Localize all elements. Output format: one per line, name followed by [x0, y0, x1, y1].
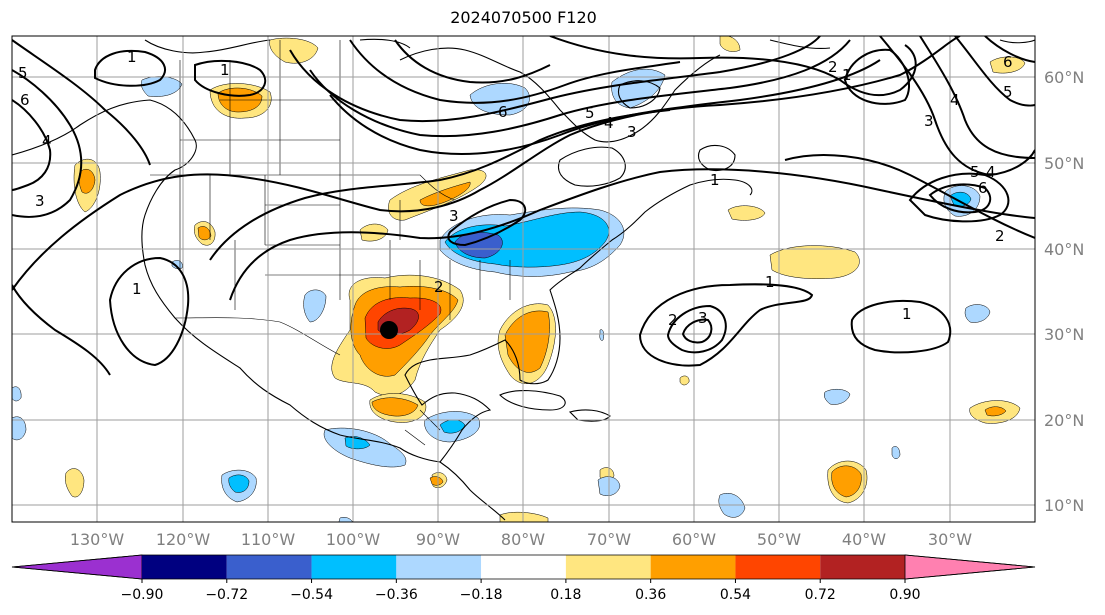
colorbar-swatch: [820, 555, 905, 579]
lat-label: 40°N: [1044, 240, 1084, 259]
contour-label: 1: [842, 66, 852, 84]
contour-label: 3: [35, 192, 45, 210]
latitude-labels: 60°N 50°N 40°N 30°N 20°N 10°N: [1044, 68, 1084, 515]
contour-label: 6: [1003, 53, 1013, 71]
colorbar: −0.90 −0.72 −0.54 −0.36 −0.18 0.18 0.36 0.54 0.7…: [11, 554, 1036, 603]
lon-label: 70°W: [587, 530, 631, 549]
contour-label: 4: [604, 114, 614, 132]
coastlines: [12, 38, 1035, 521]
contour-label: 4: [950, 91, 960, 109]
contour-label: 1: [765, 273, 775, 291]
contour-label: 5: [970, 163, 980, 181]
colorbar-tick-label: 0.72: [805, 587, 836, 603]
lat-label: 60°N: [1044, 68, 1084, 87]
colorbar-swatch: [142, 555, 227, 579]
contour-label: 6: [498, 103, 508, 121]
lat-label: 20°N: [1044, 411, 1084, 430]
contour-label: 3: [627, 123, 637, 141]
contour-label: 2: [434, 278, 444, 296]
lon-label: 40°W: [842, 530, 886, 549]
lon-label: 60°W: [672, 530, 716, 549]
lon-label: 50°W: [757, 530, 801, 549]
map-title: 2024070500 F120: [450, 8, 597, 27]
colorbar-tick-label: 0.36: [635, 587, 666, 603]
colorbar-extend-max: [904, 554, 1036, 580]
map-frame: [11, 35, 1036, 523]
political-borders: [150, 40, 511, 446]
contour-label: 3: [924, 112, 934, 130]
lon-label: 80°W: [501, 530, 545, 549]
contour-label: 1: [132, 280, 142, 298]
colorbar-swatch: [481, 555, 566, 579]
contour-label: 1: [220, 61, 230, 79]
lat-label: 50°N: [1044, 154, 1084, 173]
colorbar-tick-label: −0.90: [121, 587, 164, 603]
contour-label: 6: [978, 179, 988, 197]
contour-label: 4: [42, 132, 52, 150]
contour-label: 5: [18, 64, 28, 82]
colorbar-tick-label: 0.54: [720, 587, 751, 603]
contour-label: 3: [449, 207, 459, 225]
anomaly-shading: [12, 36, 1026, 522]
contour-label: 2: [828, 58, 838, 76]
contour-label: 1: [710, 171, 720, 189]
contour-label: 1: [127, 48, 137, 66]
contour-label: 2: [995, 227, 1005, 245]
colorbar-tick-label: 0.90: [889, 587, 920, 603]
colorbar-swatch: [650, 555, 736, 579]
lon-label: 130°W: [70, 530, 125, 549]
lon-label: 30°W: [928, 530, 972, 549]
contour-label: 1: [902, 305, 912, 323]
colorbar-swatch: [226, 555, 312, 579]
colorbar-swatch: [311, 555, 397, 579]
colorbar-tick-label: −0.18: [460, 587, 503, 603]
contour-label: 2: [668, 311, 678, 329]
contour-label: 6: [20, 91, 30, 109]
lat-label: 10°N: [1044, 496, 1084, 515]
lat-label: 30°N: [1044, 325, 1084, 344]
colorbar-tick-label: −0.72: [205, 587, 248, 603]
storm-center-marker: [380, 321, 398, 339]
lon-label: 100°W: [326, 530, 381, 549]
colorbar-swatch: [565, 555, 651, 579]
graticule: [12, 36, 1035, 522]
colorbar-swatch: [735, 555, 821, 579]
contour-label: 3: [698, 309, 708, 327]
colorbar-tick-label: −0.36: [375, 587, 418, 603]
contour-label: 5: [585, 104, 595, 122]
longitude-labels: 130°W 120°W 110°W 100°W 90°W 80°W 70°W 6…: [70, 530, 972, 549]
lon-label: 90°W: [416, 530, 460, 549]
lon-label: 120°W: [156, 530, 211, 549]
colorbar-tick-label: 0.18: [550, 587, 581, 603]
contour-labels: 1 1 1 1 1 1 1 2 2 2 2 3 3 3 3 3 4 4 4 4 …: [18, 48, 1013, 329]
contour-label: 5: [1003, 83, 1013, 101]
colorbar-tick-label: −0.54: [290, 587, 333, 603]
colorbar-extend-min: [11, 554, 143, 580]
colorbar-swatch: [396, 555, 482, 579]
contours: [12, 36, 1035, 376]
contour-label: 4: [986, 163, 996, 181]
lon-label: 110°W: [241, 530, 296, 549]
